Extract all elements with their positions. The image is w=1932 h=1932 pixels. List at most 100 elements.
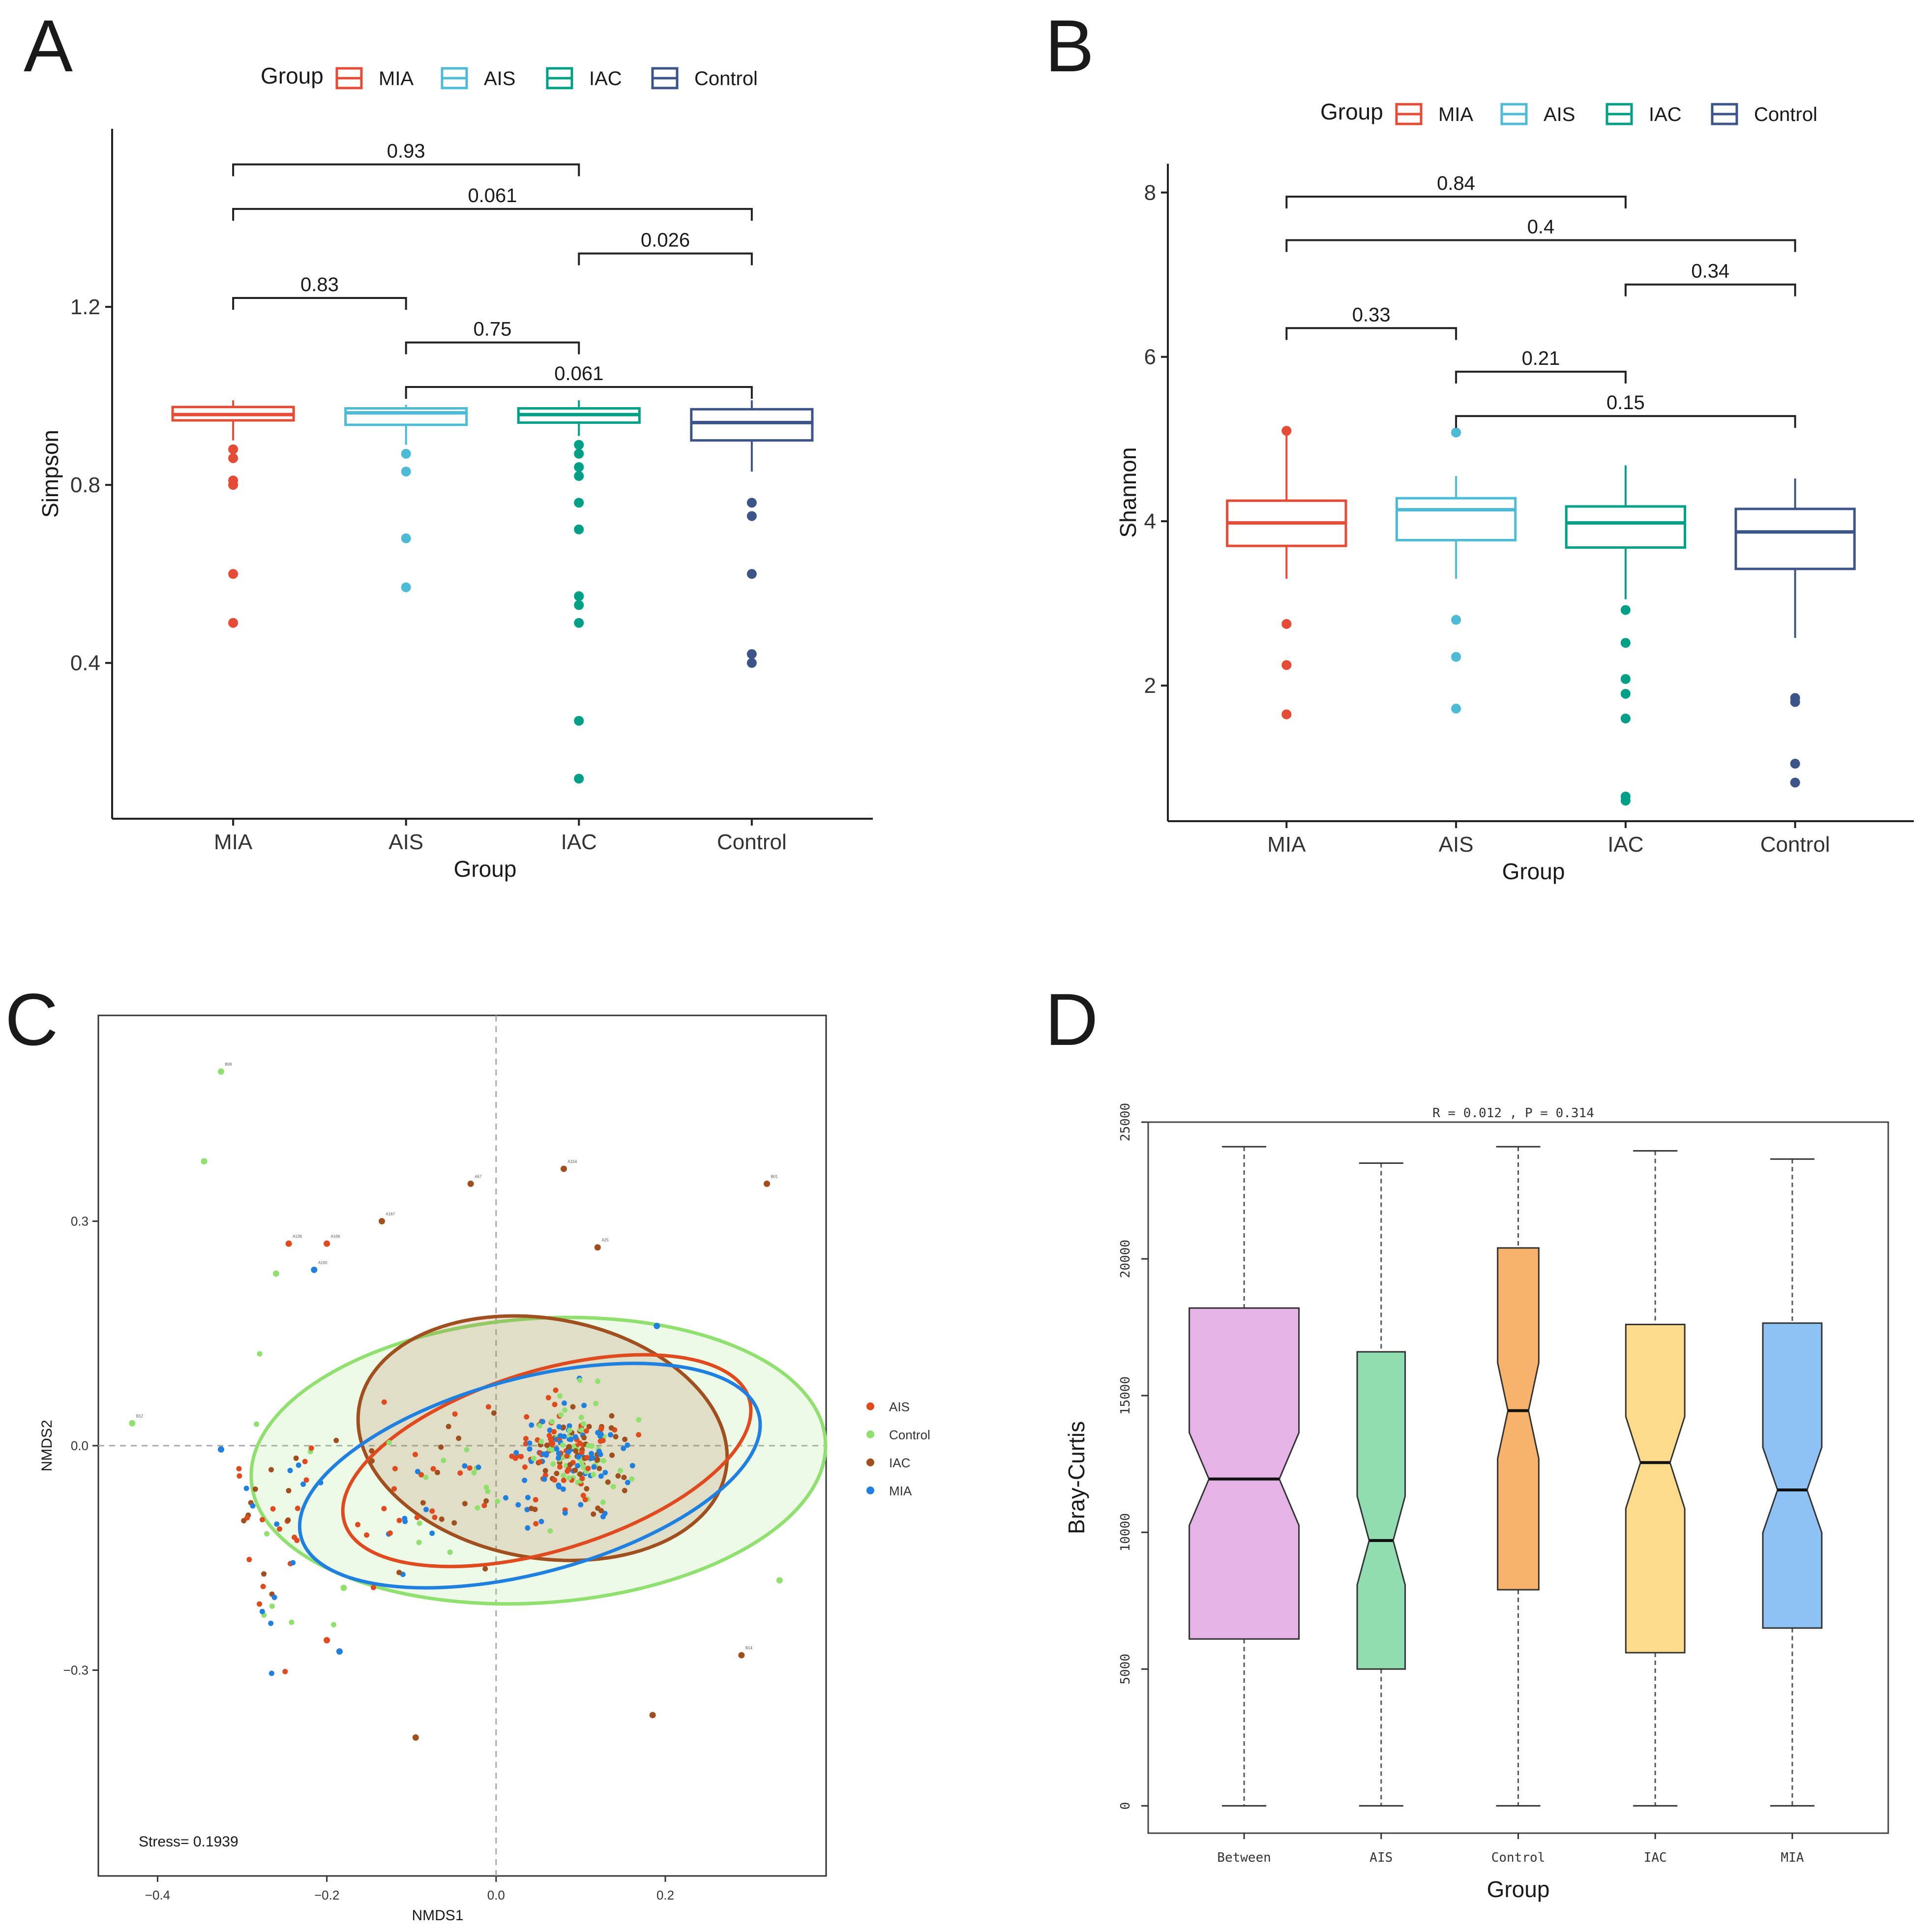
outlier-point (401, 582, 411, 593)
sample-point (286, 1488, 292, 1494)
comparison-iac-control: 0.026 (578, 229, 753, 266)
x-tick-label-mia: MIA (214, 830, 253, 854)
labeled-point-iac (649, 1712, 656, 1719)
labeled-point-iac: B01 (764, 1174, 778, 1187)
labeled-point-marker (379, 1218, 386, 1224)
sample-point (532, 1506, 538, 1512)
sample-point (268, 1620, 274, 1626)
sample-point (609, 1413, 615, 1419)
sample-point (252, 1486, 258, 1492)
sample-point (483, 1485, 489, 1490)
sample-point (525, 1525, 531, 1531)
outlier-point (574, 524, 584, 535)
y-tick-label: 0.0 (71, 1438, 89, 1453)
sample-point (565, 1468, 570, 1474)
sample-point (462, 1501, 468, 1507)
sample-point (580, 1464, 586, 1470)
sample-point (556, 1482, 562, 1488)
outlier-point (228, 569, 238, 579)
x-tick-label-mia: MIA (1267, 832, 1306, 857)
sample-point (591, 1511, 596, 1517)
x-axis-title: Group (454, 856, 517, 882)
outlier-point (401, 533, 411, 543)
x-tick-label: 0.0 (487, 1888, 505, 1902)
legend-title: Group (261, 63, 324, 89)
y-tick-label: 10000 (1118, 1513, 1133, 1551)
sample-point (554, 1446, 560, 1452)
outlier-point (574, 600, 584, 610)
sample-point (575, 1454, 581, 1460)
chart-title: R = 0.012 , P = 0.314 (1432, 1106, 1594, 1121)
sample-point (629, 1463, 635, 1469)
sample-point (441, 1457, 446, 1463)
sample-point (429, 1508, 435, 1514)
comparison-ais-control: 0.15 (1455, 392, 1796, 428)
sample-point (608, 1432, 614, 1438)
sample-point (541, 1476, 547, 1482)
comparison-bracket (1285, 195, 1627, 208)
sample-point (531, 1456, 536, 1461)
sample-point (259, 1608, 265, 1614)
labeled-point-marker (649, 1712, 656, 1719)
sample-point (556, 1451, 562, 1456)
sample-point (391, 1486, 397, 1492)
y-tick-label: 0.8 (70, 473, 100, 497)
outlier-point (401, 466, 411, 476)
sample-point (567, 1462, 573, 1468)
comparison-p-value: 0.061 (554, 363, 603, 385)
sample-point (402, 1518, 408, 1524)
labeled-point-marker (324, 1240, 330, 1247)
labeled-point-iac: A25 (594, 1238, 609, 1251)
outlier-point (1451, 652, 1461, 662)
sample-point (582, 1497, 588, 1503)
box-ais (1356, 1162, 1406, 1807)
labeled-point-marker (311, 1266, 318, 1273)
sample-point (527, 1440, 533, 1446)
sample-point (547, 1528, 553, 1534)
sample-point (577, 1377, 583, 1383)
sample-point (636, 1432, 642, 1438)
comparison-mia-ais: 0.33 (1285, 304, 1457, 340)
outlier-point (574, 448, 584, 459)
labeled-point-ais: A106 (324, 1234, 340, 1247)
point-label: B01 (771, 1174, 778, 1179)
sample-point (290, 1560, 296, 1566)
sample-point (330, 1622, 336, 1628)
sample-point (414, 1515, 420, 1520)
box-iqr (690, 408, 814, 442)
point-label: A154 (568, 1159, 577, 1164)
point-label: A25 (601, 1238, 609, 1243)
sample-point (483, 1498, 489, 1504)
sample-point (572, 1434, 578, 1440)
sample-point (268, 1467, 274, 1473)
labeled-point-mia: A160 (311, 1260, 327, 1273)
sample-point (568, 1436, 574, 1442)
y-tick-label: 5000 (1118, 1654, 1133, 1685)
sample-point (561, 1477, 566, 1483)
sample-point (579, 1476, 585, 1482)
comparison-bracket (232, 208, 753, 221)
sample-point (596, 1465, 602, 1471)
labeled-point-marker (285, 1240, 292, 1247)
sample-point (572, 1467, 578, 1473)
sample-point (548, 1440, 554, 1446)
x-tick-label-ais: AIS (1369, 1850, 1393, 1865)
x-axis-title: Group (1487, 1876, 1550, 1902)
sample-point (387, 1530, 393, 1536)
sample-point (482, 1566, 488, 1572)
ellipse-iac (356, 1314, 729, 1562)
sample-point (566, 1427, 572, 1433)
sample-point (537, 1423, 543, 1428)
comparison-p-value: 0.4 (1527, 216, 1555, 238)
sample-point (610, 1484, 616, 1489)
sample-point (475, 1505, 480, 1511)
sample-point (570, 1404, 576, 1410)
sample-point (636, 1417, 642, 1423)
comparison-mia-control: 0.4 (1285, 216, 1796, 252)
outlier-point (1790, 697, 1800, 707)
sample-point (254, 1421, 260, 1427)
outlier-point (228, 453, 238, 463)
sample-point (579, 1450, 585, 1456)
sample-point (621, 1475, 627, 1481)
sample-point (481, 1503, 487, 1509)
